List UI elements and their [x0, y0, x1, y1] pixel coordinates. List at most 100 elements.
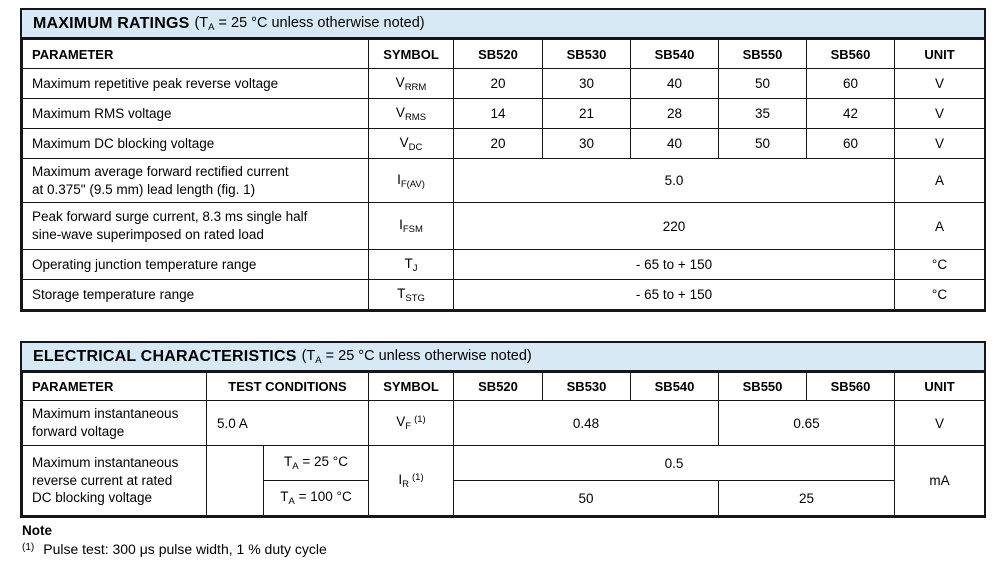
unit-cell: °C	[894, 249, 985, 280]
table-title-condition: (TA = 25 °C unless otherwise noted)	[301, 347, 532, 366]
table-row: Maximum DC blocking voltage VDC 20 30 40…	[22, 128, 985, 159]
unit-cell: V	[894, 400, 986, 446]
note-section: Note (1) Pulse test: 300 μs pulse width, …	[22, 523, 327, 557]
col-header-sb540: SB540	[630, 39, 719, 69]
symbol-cell: IF(AV)	[368, 158, 454, 203]
table-row: Storage temperature range TSTG - 65 to +…	[22, 279, 985, 310]
note-label: Note	[22, 523, 52, 538]
value-cell: 40	[630, 128, 719, 159]
value-cell: 50	[718, 68, 807, 99]
value-cell-span: 220	[453, 202, 895, 250]
value-cell: 50	[718, 128, 807, 159]
table-row: Maximum instantaneous reverse current at …	[22, 445, 986, 516]
electrical-characteristics-table: ELECTRICAL CHARACTERISTICS (TA = 25 °C u…	[20, 341, 986, 518]
value-cell-span: 5.0	[453, 158, 895, 203]
value-cell: 30	[542, 128, 631, 159]
parameter-cell: Maximum repetitive peak reverse voltage	[22, 68, 369, 99]
col-header-symbol: SYMBOL	[368, 39, 454, 69]
value-cell: 60	[806, 68, 895, 99]
parameter-cell: Maximum RMS voltage	[22, 98, 369, 129]
symbol-cell: VRRM	[368, 68, 454, 99]
col-header-symbol: SYMBOL	[368, 372, 455, 401]
test-condition-cell: TA = 25 °C	[262, 445, 370, 481]
table-row: Maximum repetitive peak reverse voltage …	[22, 68, 985, 99]
unit-cell: A	[894, 202, 985, 250]
table-row: Operating junction temperature range TJ …	[22, 249, 985, 280]
table-title: ELECTRICAL CHARACTERISTICS	[33, 347, 297, 365]
empty-condition-cell	[206, 445, 264, 516]
test-condition-cell: TA = 100 °C	[262, 480, 370, 516]
electrical-characteristics-title-band: ELECTRICAL CHARACTERISTICS (TA = 25 °C u…	[22, 343, 984, 372]
table-row: Maximum RMS voltage VRMS 14 21 28 35 42 …	[22, 98, 985, 129]
test-condition-cell: 5.0 A	[205, 400, 370, 446]
table-row: Maximum average forward rectified curren…	[22, 158, 985, 203]
col-header-unit: UNIT	[894, 372, 986, 401]
value-cell-span: - 65 to + 150	[453, 249, 895, 280]
symbol-cell: VRMS	[368, 98, 454, 129]
table-row: Peak forward surge current, 8.3 ms singl…	[22, 202, 985, 250]
value-cell-span: 25	[718, 480, 896, 516]
parameter-cell: Operating junction temperature range	[22, 249, 369, 280]
col-header-parameter: PARAMETER	[22, 39, 369, 69]
col-header-sb520: SB520	[453, 372, 544, 401]
value-cell: 60	[806, 128, 895, 159]
unit-cell: V	[894, 128, 985, 159]
value-cell: 42	[806, 98, 895, 129]
col-header-sb560: SB560	[806, 372, 896, 401]
maximum-ratings-table: MAXIMUM RATINGS (TA = 25 °C unless other…	[20, 8, 986, 312]
value-cell-span: - 65 to + 150	[453, 279, 895, 310]
value-cell-span: 0.65	[718, 400, 896, 446]
unit-cell: A	[894, 158, 985, 203]
unit-cell: V	[894, 68, 985, 99]
electrical-characteristics-grid: PARAMETER TEST CONDITIONS SYMBOL SB520 S…	[22, 372, 986, 516]
symbol-cell: TJ	[368, 249, 454, 280]
value-cell: 30	[542, 68, 631, 99]
col-header-sb520: SB520	[453, 39, 543, 69]
note-line: (1) Pulse test: 300 μs pulse width, 1 % d…	[22, 541, 327, 557]
unit-cell: °C	[894, 279, 985, 310]
value-cell: 28	[630, 98, 719, 129]
value-cell: 40	[630, 68, 719, 99]
col-header-sb540: SB540	[630, 372, 720, 401]
maximum-ratings-title-band: MAXIMUM RATINGS (TA = 25 °C unless other…	[22, 10, 984, 39]
col-header-sb530: SB530	[542, 372, 632, 401]
value-cell: 21	[542, 98, 631, 129]
parameter-cell: Maximum DC blocking voltage	[22, 128, 369, 159]
symbol-cell: IR(1)	[368, 445, 455, 516]
value-cell: 20	[453, 68, 543, 99]
symbol-cell: IFSM	[368, 202, 454, 250]
col-header-sb560: SB560	[806, 39, 895, 69]
table-row: Maximum instantaneous forward voltage 5.0…	[22, 400, 986, 446]
table-row: TA = 100 °C 50 25	[23, 480, 985, 516]
col-header-parameter: PARAMETER	[22, 372, 207, 401]
col-header-sb530: SB530	[542, 39, 631, 69]
note-superscript: (1)	[22, 542, 35, 553]
unit-cell: mA	[894, 445, 986, 516]
value-cell: 35	[718, 98, 807, 129]
value-cell: 14	[453, 98, 543, 129]
parameter-cell: Maximum instantaneous reverse current at …	[22, 445, 207, 516]
value-cell-span: 0.5	[453, 445, 896, 481]
col-header-sb550: SB550	[718, 39, 807, 69]
col-header-sb550: SB550	[718, 372, 808, 401]
unit-cell: V	[894, 98, 985, 129]
parameter-cell: Maximum instantaneous forward voltage	[22, 400, 207, 446]
header-row: PARAMETER SYMBOL SB520 SB530 SB540 SB550…	[22, 39, 985, 69]
symbol-cell: VDC	[368, 128, 454, 159]
maximum-ratings-grid: PARAMETER SYMBOL SB520 SB530 SB540 SB550…	[22, 39, 985, 310]
symbol-cell: VF(1)	[368, 400, 455, 446]
value-cell-span: 50	[453, 480, 720, 516]
value-cell: 20	[453, 128, 543, 159]
parameter-cell: Peak forward surge current, 8.3 ms singl…	[22, 202, 369, 250]
parameter-cell: Storage temperature range	[22, 279, 369, 310]
table-title-condition: (TA = 25 °C unless otherwise noted)	[194, 14, 425, 33]
symbol-cell: TSTG	[368, 279, 454, 310]
value-cell-span: 0.48	[453, 400, 720, 446]
parameter-cell: Maximum average forward rectified curren…	[22, 158, 369, 203]
table-title: MAXIMUM RATINGS	[33, 14, 190, 32]
col-header-unit: UNIT	[894, 39, 985, 69]
col-header-test-conditions: TEST CONDITIONS	[205, 372, 370, 401]
note-text: Pulse test: 300 μs pulse width, 1 % duty…	[43, 541, 327, 557]
header-row: PARAMETER TEST CONDITIONS SYMBOL SB520 S…	[22, 372, 986, 401]
